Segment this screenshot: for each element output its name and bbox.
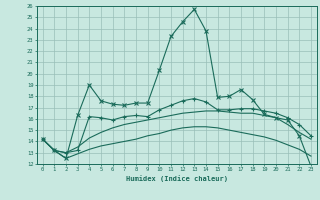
X-axis label: Humidex (Indice chaleur): Humidex (Indice chaleur) [126,175,228,182]
